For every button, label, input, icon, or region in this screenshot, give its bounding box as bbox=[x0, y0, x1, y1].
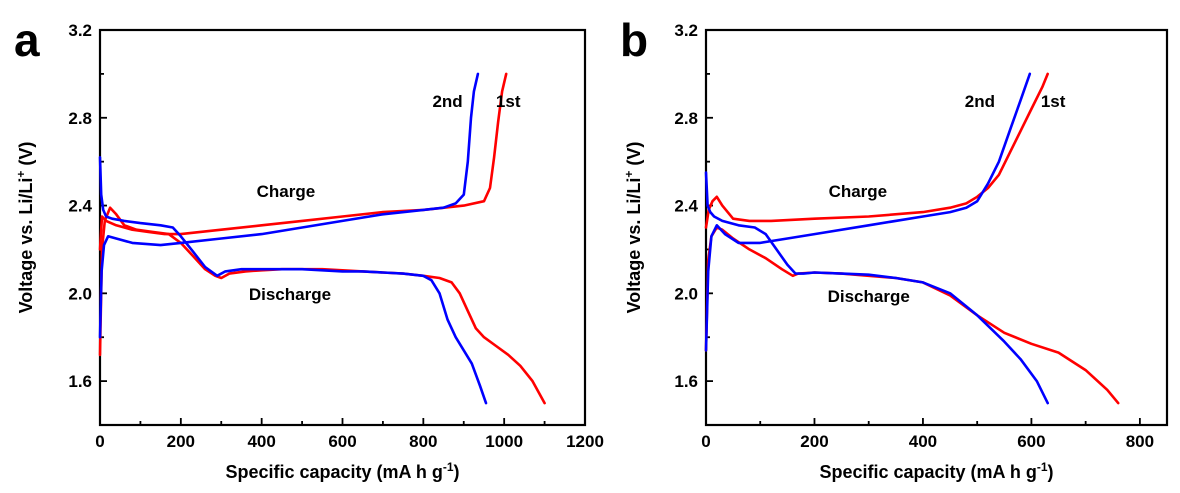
x-tick-label-a-1: 200 bbox=[167, 432, 195, 451]
x-tick-label-a-2: 400 bbox=[247, 432, 275, 451]
annotation-b-1: 1st bbox=[1041, 92, 1066, 111]
y-tick-label-a-0: 1.6 bbox=[68, 372, 92, 391]
x-tick-label-b-2: 400 bbox=[909, 432, 937, 451]
series-a-0-discharge-line bbox=[98, 206, 546, 405]
y-tick-label-a-1: 2.0 bbox=[68, 284, 92, 303]
y-axis-title-a: Voltage vs. Li/Li+ (V) bbox=[14, 142, 36, 314]
x-tick-label-a-6: 1200 bbox=[566, 432, 604, 451]
y-tick-label-b-0: 1.6 bbox=[674, 372, 698, 391]
plot-lines-a bbox=[98, 72, 546, 405]
x-tick-label-a-3: 600 bbox=[328, 432, 356, 451]
series-b-1-charge-line bbox=[704, 72, 1032, 352]
y-tick-label-a-4: 3.2 bbox=[68, 21, 92, 40]
annotation-b-2: Charge bbox=[829, 182, 888, 201]
panel-letter-a: a bbox=[14, 14, 40, 66]
series-a-0-charge-line bbox=[98, 72, 508, 251]
y-axis-title-b: Voltage vs. Li/Li+ (V) bbox=[622, 142, 644, 314]
annotation-a-1: 1st bbox=[496, 92, 521, 111]
panel-letter-b: b bbox=[620, 14, 648, 66]
annotations-b: 2nd 1st Charge Discharge bbox=[828, 92, 1066, 306]
x-tick-label-b-1: 200 bbox=[800, 432, 828, 451]
annotation-b-0: 2nd bbox=[965, 92, 995, 111]
x-axis-title-a: Specific capacity (mA h g-1) bbox=[225, 460, 459, 482]
x-tick-label-b-3: 600 bbox=[1017, 432, 1045, 451]
plot-lines-b bbox=[704, 72, 1120, 405]
panel-b: b 0 200 400 600 800 1.6 2.0 2.4 2.8 3.2 2nd 1st Cha… bbox=[620, 14, 1169, 482]
series-a-1-charge-line bbox=[98, 72, 480, 339]
x-tick-label-a-4: 800 bbox=[409, 432, 437, 451]
annotation-a-2: Charge bbox=[257, 182, 316, 201]
series-b-0-discharge-line bbox=[704, 226, 1120, 405]
y-tick-label-a-2: 2.4 bbox=[68, 197, 92, 216]
annotation-a-3: Discharge bbox=[249, 285, 331, 304]
annotations-a: 2nd 1st Charge Discharge bbox=[249, 92, 521, 304]
x-axis-title-b: Specific capacity (mA h g-1) bbox=[819, 460, 1053, 482]
x-tick-label-a-5: 1000 bbox=[485, 432, 523, 451]
annotation-b-3: Discharge bbox=[828, 287, 910, 306]
annotation-a-0: 2nd bbox=[432, 92, 462, 111]
x-tick-label-a-0: 0 bbox=[95, 432, 104, 451]
panel-a: a 0 200 400 600 800 1000 1200 1.6 2.0 2.4 2.8 3.2 2… bbox=[14, 14, 604, 482]
series-b-0-charge-line bbox=[704, 72, 1049, 229]
y-tick-label-b-3: 2.8 bbox=[674, 109, 698, 128]
x-tick-label-b-4: 800 bbox=[1126, 432, 1154, 451]
y-tick-label-a-3: 2.8 bbox=[68, 109, 92, 128]
axis-ticks-b: 0 200 400 600 800 1.6 2.0 2.4 2.8 3.2 bbox=[674, 21, 1154, 451]
y-tick-label-b-2: 2.4 bbox=[674, 197, 698, 216]
plot-frame-b bbox=[704, 28, 1169, 427]
y-tick-label-b-4: 3.2 bbox=[674, 21, 698, 40]
y-tick-label-b-1: 2.0 bbox=[674, 284, 698, 303]
series-a-1-discharge-line bbox=[98, 156, 488, 405]
series-b-1-discharge-line bbox=[704, 171, 1049, 405]
axis-ticks-a: 0 200 400 600 800 1000 1200 1.6 2.0 2.4 2.8 3.2 bbox=[68, 21, 604, 451]
x-tick-label-b-0: 0 bbox=[701, 432, 710, 451]
